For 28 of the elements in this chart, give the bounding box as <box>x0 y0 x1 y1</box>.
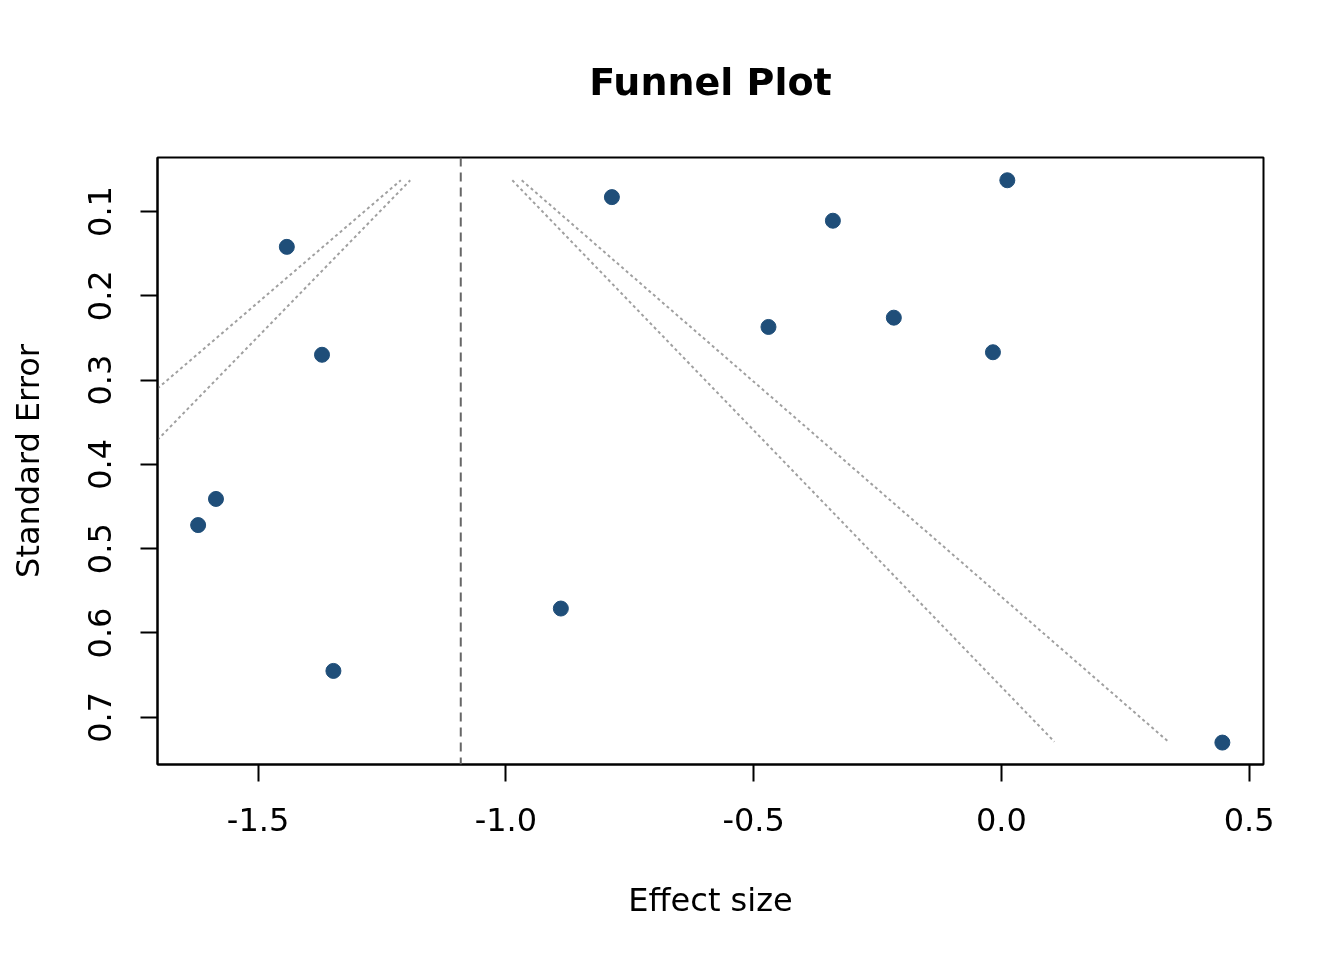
point <box>1214 734 1231 751</box>
point <box>603 189 620 206</box>
y-tick-label: 0.7 <box>81 691 120 743</box>
point <box>325 662 342 679</box>
x-tick-label: -0.5 <box>722 800 785 839</box>
point <box>999 172 1016 189</box>
point <box>278 238 295 255</box>
point <box>207 490 224 507</box>
point <box>824 212 841 229</box>
y-tick-label: 0.6 <box>81 607 120 659</box>
x-tick-label: -1.5 <box>226 800 290 839</box>
point <box>984 344 1001 361</box>
x-tick-label: 0.5 <box>1223 800 1275 839</box>
point <box>314 346 331 363</box>
y-tick-label: 0.5 <box>81 523 120 575</box>
point <box>552 600 569 617</box>
y-tick-label: 0.2 <box>81 270 120 322</box>
y-axis-title: Standard Error <box>8 343 47 578</box>
chart-title: Funnel Plot <box>589 59 832 104</box>
y-tick-label: 0.4 <box>81 438 120 490</box>
point <box>190 517 207 534</box>
x-tick-label: 0.0 <box>975 800 1027 839</box>
point <box>885 309 902 326</box>
x-tick-label: -1.0 <box>474 800 538 839</box>
y-tick-label: 0.1 <box>81 186 120 237</box>
point <box>760 318 777 335</box>
x-axis-title: Effect size <box>628 880 793 919</box>
y-tick-label: 0.3 <box>81 354 120 406</box>
